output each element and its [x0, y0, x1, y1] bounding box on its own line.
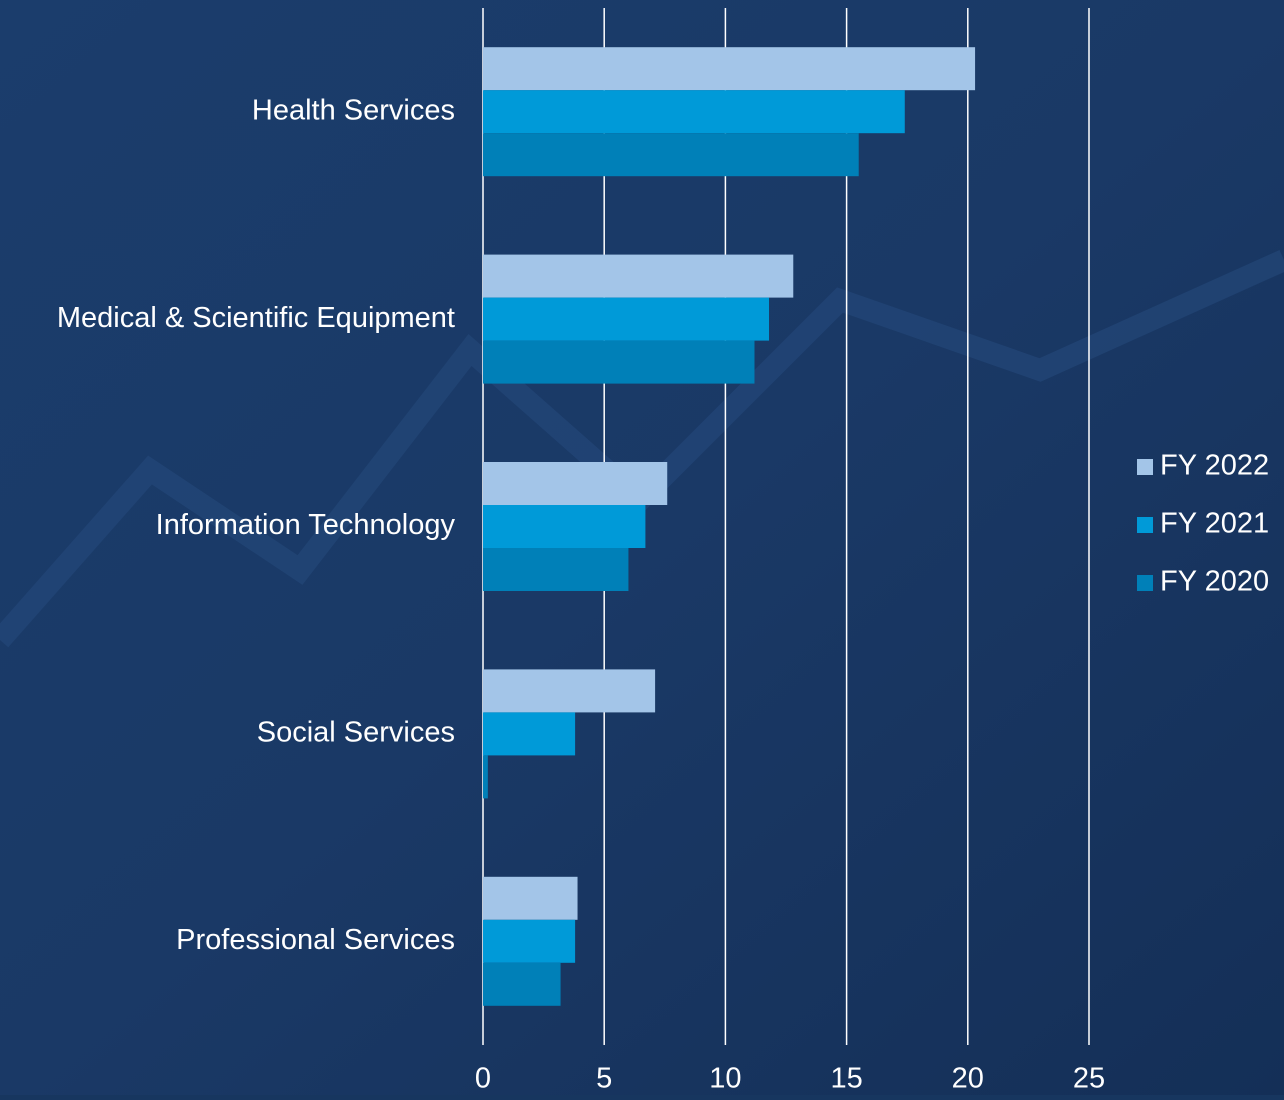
bar: [483, 963, 561, 1006]
legend-label: FY 2021: [1160, 508, 1269, 540]
bar: [483, 505, 645, 548]
bar: [483, 47, 975, 90]
y-tick-label: Social Services: [257, 717, 455, 749]
bar: [483, 669, 655, 712]
y-tick-label: Medical & Scientific Equipment: [57, 302, 455, 334]
x-tick-label: 15: [830, 1063, 862, 1095]
bar: [483, 133, 859, 176]
bar: [483, 90, 905, 133]
x-tick-label: 0: [475, 1063, 491, 1095]
legend-swatch: [1137, 575, 1153, 591]
x-tick-label: 20: [952, 1063, 984, 1095]
x-tick-label: 5: [596, 1063, 612, 1095]
bar: [483, 920, 575, 963]
bar: [483, 548, 628, 591]
y-tick-label: Professional Services: [176, 924, 455, 956]
bar: [483, 462, 667, 505]
legend-label: FY 2022: [1160, 450, 1269, 482]
legend-swatch: [1137, 459, 1153, 475]
bar: [483, 255, 793, 298]
bar: [483, 298, 769, 341]
legend-swatch: [1137, 517, 1153, 533]
bar: [483, 755, 488, 798]
chart: 0 5 10 15 20 25 Health Services Medical & Scien…: [0, 0, 1284, 1095]
y-tick-label: Health Services: [252, 94, 455, 126]
x-tick-label: 10: [709, 1063, 741, 1095]
bar: [483, 712, 575, 755]
y-tick-label: Information Technology: [156, 509, 456, 541]
bar: [483, 877, 578, 920]
legend-label: FY 2020: [1160, 566, 1269, 598]
bar: [483, 341, 754, 384]
x-tick-label: 25: [1073, 1063, 1105, 1095]
